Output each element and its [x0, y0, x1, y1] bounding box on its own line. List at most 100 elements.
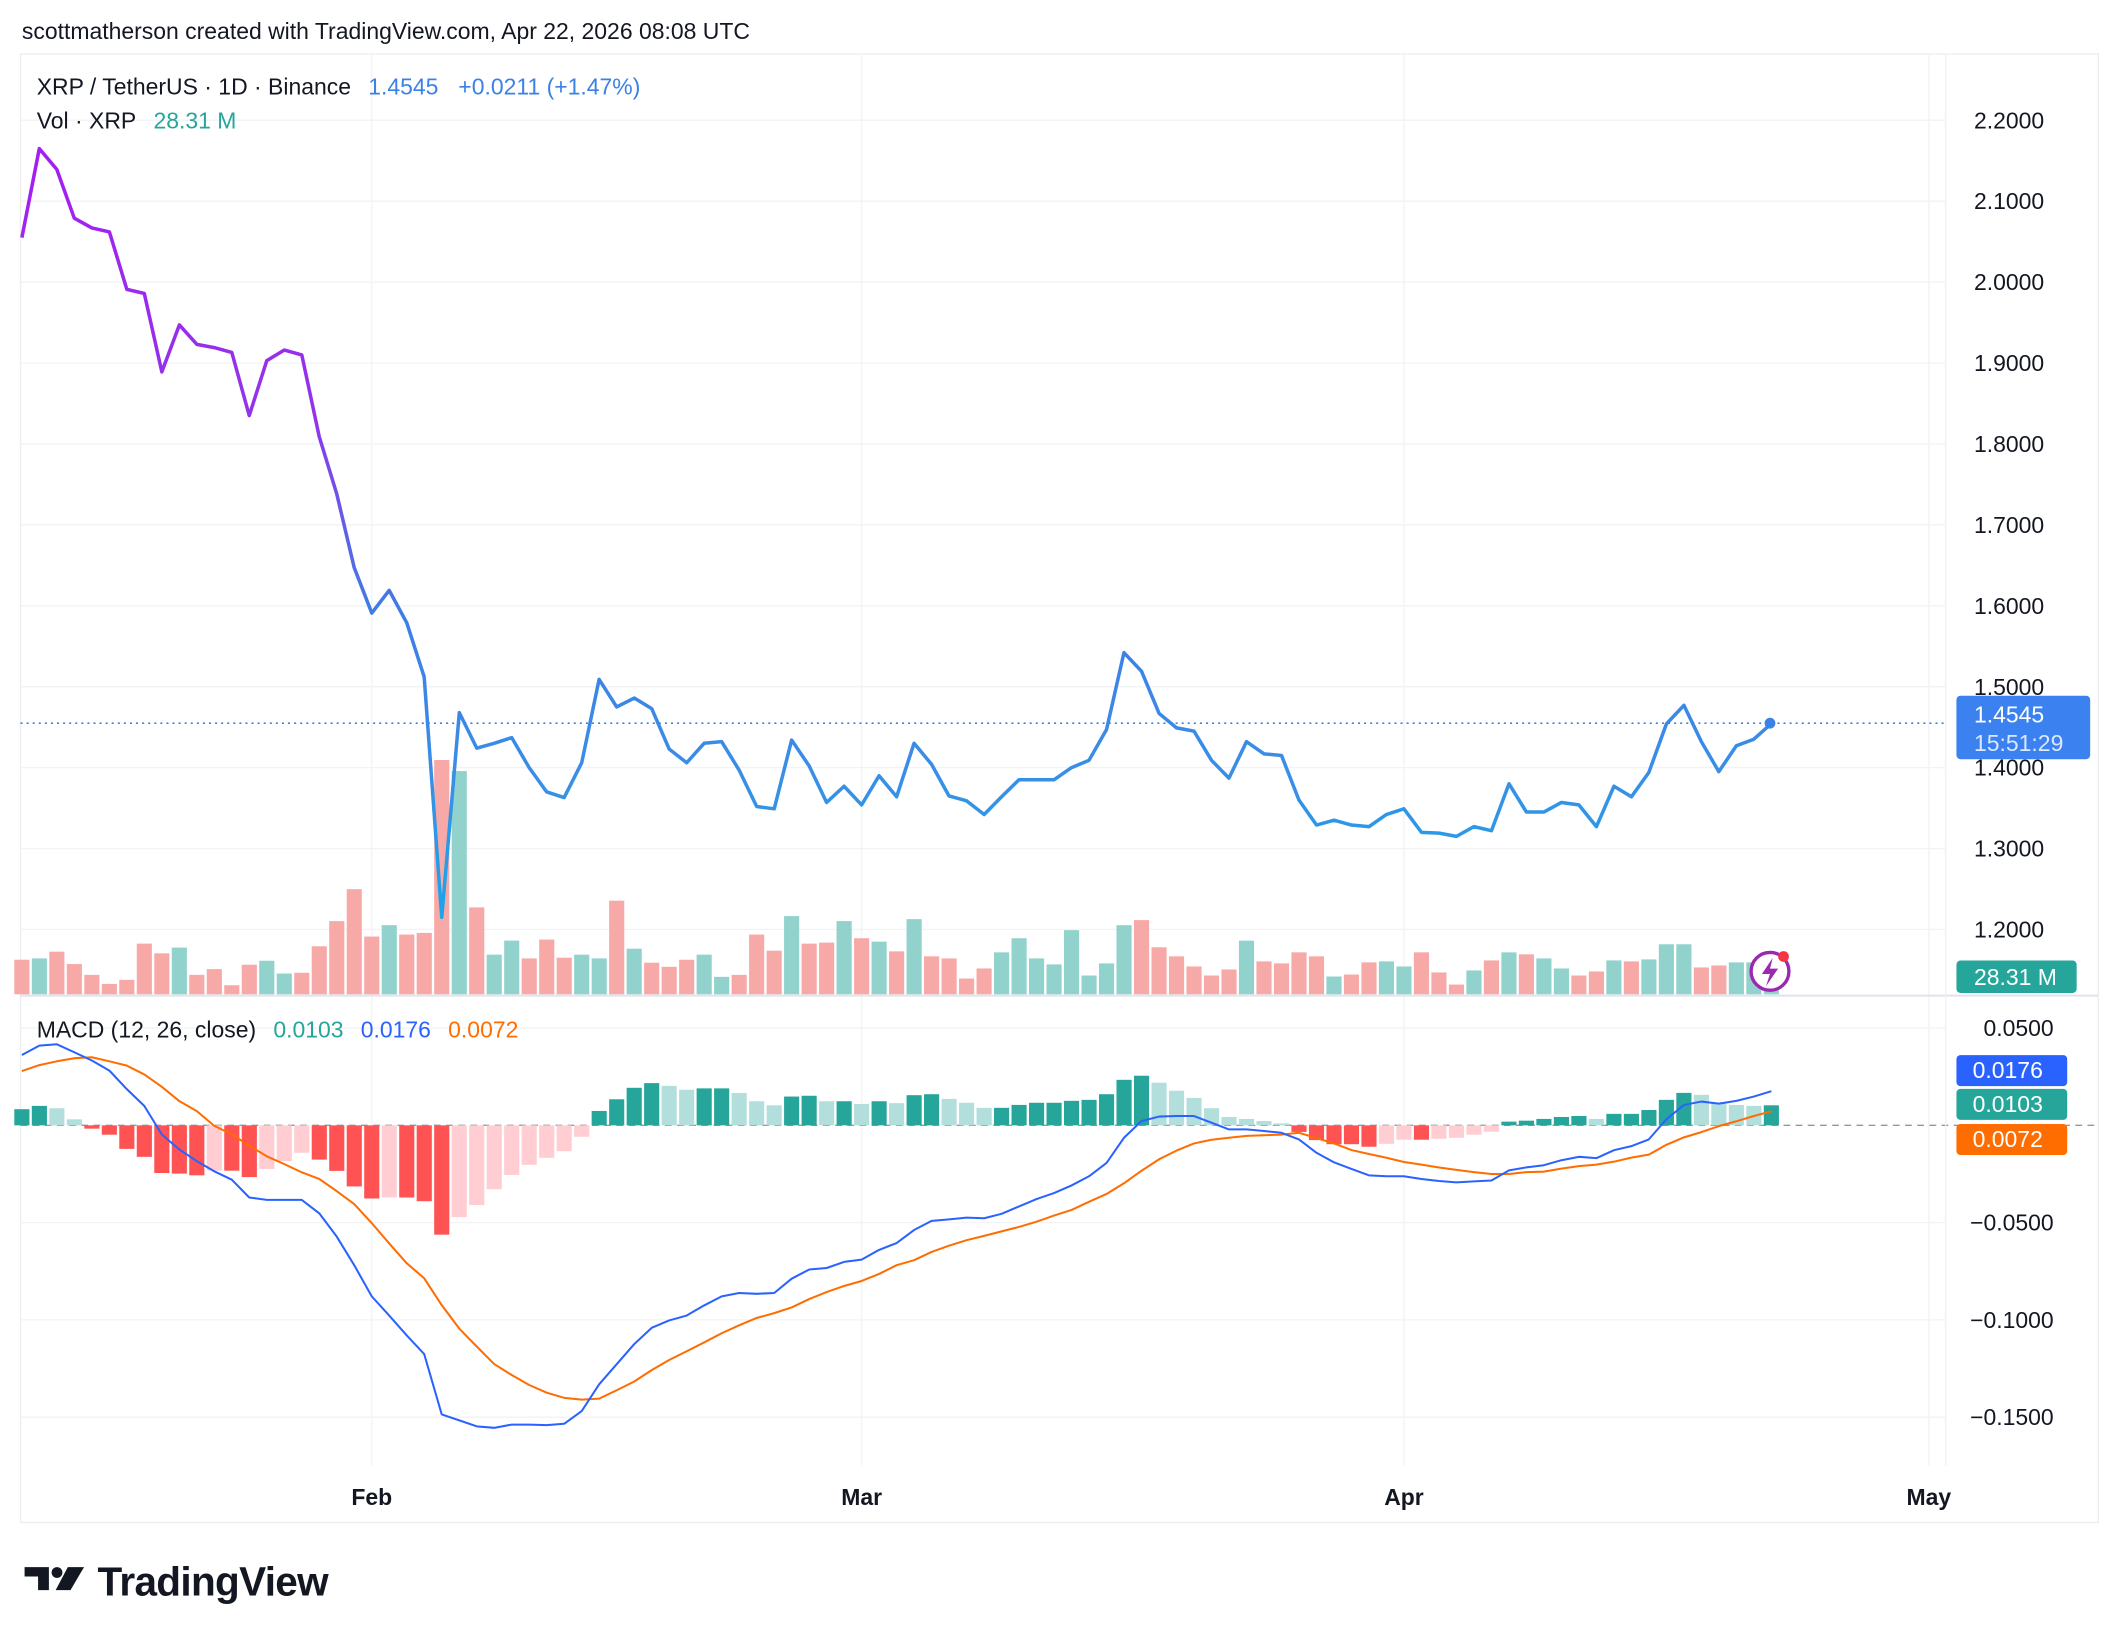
macd-histogram-bar [749, 1101, 765, 1126]
volume-bar [1623, 961, 1639, 995]
volume-bar [399, 934, 415, 995]
price-point [930, 763, 934, 767]
price-point [125, 288, 129, 292]
volume-bar [1221, 969, 1237, 995]
macd-badges: 0.0176 0.0103 0.0072 [1956, 1055, 2068, 1156]
price-point [1210, 759, 1214, 763]
macd-histogram-bar [609, 1099, 625, 1126]
price-point [405, 621, 409, 625]
price-point [982, 813, 986, 817]
price-point [20, 236, 24, 240]
volume-bar [539, 939, 555, 995]
macd-histogram-bar [31, 1105, 47, 1126]
price-point [283, 348, 287, 352]
volume-bar [1029, 958, 1045, 995]
volume-badge-value: 28.31 M [1974, 964, 2057, 990]
price-tick-label: 1.8000 [1974, 431, 2044, 457]
price-point [1630, 795, 1634, 799]
price-point [388, 589, 392, 593]
volume-bar [749, 934, 765, 995]
macd-histogram-bar [1063, 1100, 1080, 1126]
volume-bar [626, 948, 642, 995]
macd-histogram-bar [924, 1094, 940, 1126]
price-point [755, 805, 759, 809]
macd-histogram-bar [574, 1125, 590, 1137]
price-point [353, 566, 357, 570]
macd-histogram-bar [714, 1088, 730, 1126]
tradingview-logo[interactable]: TradingView [24, 1558, 330, 1604]
price-point [1472, 825, 1476, 829]
macd-histogram-bar [1378, 1125, 1395, 1144]
macd-histogram-bar [1168, 1090, 1185, 1126]
volume-bar [1518, 954, 1534, 995]
macd-histogram-bar [889, 1103, 905, 1126]
price-point [1017, 778, 1021, 782]
price-point [650, 707, 654, 711]
macd-histogram-bar [119, 1125, 135, 1149]
macd-histogram-bar [84, 1125, 100, 1129]
macd-histogram-bar [539, 1125, 555, 1158]
volume-legend-label[interactable]: Vol · XRP [37, 107, 137, 133]
price-point [1000, 795, 1004, 799]
price-point [178, 323, 182, 327]
macd-histogram-bar [976, 1107, 992, 1126]
symbol-title[interactable]: XRP / TetherUS · 1D · Binance [37, 74, 351, 100]
volume-bar [486, 954, 502, 995]
volume-bar [329, 921, 345, 995]
volume-bar [609, 900, 625, 995]
price-tick-label: 1.7000 [1974, 512, 2044, 538]
macd-histogram-bar [1606, 1113, 1622, 1126]
macd-histogram-bar [1466, 1125, 1482, 1135]
price-point [1507, 782, 1511, 786]
macd-histogram-bar [1151, 1082, 1167, 1126]
macd-histogram-bar [1116, 1079, 1132, 1126]
price-tick-label: 1.6000 [1974, 593, 2044, 619]
macd-histogram-bar [486, 1125, 502, 1190]
volume-bar [1413, 952, 1430, 995]
volume-bar [1431, 972, 1447, 995]
price-point [912, 742, 916, 746]
macd-histogram-bar [451, 1125, 467, 1218]
macd-histogram-bar [1571, 1116, 1587, 1126]
volume-bar [661, 966, 677, 995]
macd-histogram-bar [241, 1125, 257, 1178]
volume-bar [1588, 971, 1604, 995]
macd-legend-label[interactable]: MACD (12, 26, close) [37, 1017, 256, 1043]
volume-bar [1133, 920, 1150, 995]
volume-bar [976, 968, 992, 995]
macd-histogram-bar [311, 1125, 327, 1160]
volume-bar [31, 958, 47, 995]
volume-bar [801, 943, 817, 995]
price-badge-value: 1.4545 [1974, 702, 2044, 728]
price-point [1315, 823, 1319, 827]
price-point [1647, 771, 1651, 775]
volume-bar [259, 960, 275, 995]
price-point [1087, 759, 1091, 763]
price-point [860, 803, 864, 807]
macd-histogram-bar [1413, 1125, 1430, 1140]
svg-text:XRP / TetherUS · 1D · Binance: XRP / TetherUS · 1D · Binance 1.4545 +0.… [37, 74, 641, 100]
macd-histogram-bar [381, 1125, 397, 1198]
macd-histogram-bar [346, 1125, 362, 1187]
macd-histogram-bar [399, 1125, 415, 1198]
volume-bar [1501, 952, 1517, 995]
price-point [265, 359, 269, 363]
price-point [1595, 825, 1599, 829]
price-point [615, 705, 619, 709]
macd-histogram-bar [294, 1125, 310, 1153]
volume-bar [714, 976, 730, 995]
lightning-alert-icon[interactable] [1749, 950, 1791, 992]
price-point [1752, 738, 1756, 742]
volume-bar [994, 952, 1010, 995]
volume-bar [381, 925, 397, 995]
macd-histogram-bar [941, 1098, 957, 1126]
volume-bar [14, 959, 30, 995]
macd-histogram-bar [626, 1087, 642, 1126]
macd-histogram-bar [1046, 1102, 1062, 1126]
macd-histogram-bar [469, 1125, 485, 1206]
volume-bar [1378, 961, 1395, 995]
volume-bar [1203, 975, 1220, 995]
macd-histogram-bar [644, 1083, 660, 1126]
macd-histogram-bar [679, 1089, 695, 1126]
price-point [1542, 810, 1546, 814]
